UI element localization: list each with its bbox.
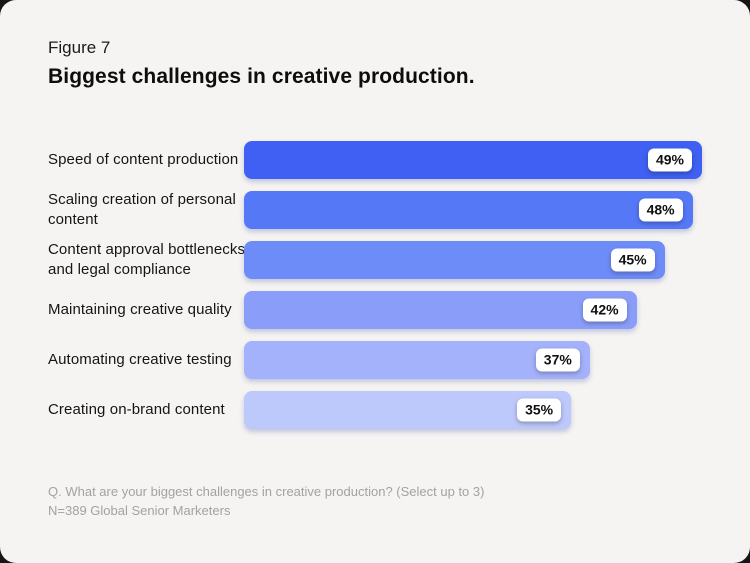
bar-track: 45%	[244, 241, 702, 279]
value-badge: 35%	[517, 398, 562, 422]
value-badge: 49%	[647, 148, 692, 172]
bar-rows: Speed of content production 49% Scaling …	[48, 135, 702, 435]
bar-label: Automating creative testing	[48, 351, 232, 368]
bar-label: Maintaining creative quality	[48, 301, 232, 318]
bar-track: 42%	[244, 291, 702, 329]
footnote-sample: N=389 Global Senior Marketers	[48, 503, 231, 518]
bar-chart: Speed of content production 49% Scaling …	[48, 135, 702, 435]
value-badge: 42%	[582, 298, 627, 322]
bar-row: Creating on-brand content 35%	[48, 385, 702, 435]
bar: 35%	[244, 391, 572, 429]
bar-label: Scaling creation of personal content	[48, 191, 236, 228]
bar: 42%	[244, 291, 637, 329]
chart-title: Biggest challenges in creative productio…	[48, 65, 475, 88]
bar-track: 48%	[244, 191, 702, 229]
chart-header: Figure 7 Biggest challenges in creative …	[48, 36, 475, 92]
bar-track: 37%	[244, 341, 702, 379]
bar-label: Content approval bottlenecks and legal c…	[48, 241, 246, 278]
bar: 45%	[244, 241, 665, 279]
bar-row: Speed of content production 49%	[48, 135, 702, 185]
bar: 49%	[244, 141, 702, 179]
chart-footnote: Q. What are your biggest challenges in c…	[48, 482, 484, 520]
value-badge: 48%	[638, 198, 683, 222]
figure-label: Figure 7	[48, 38, 111, 57]
footnote-question: Q. What are your biggest challenges in c…	[48, 484, 485, 499]
bar-row: Automating creative testing 37%	[48, 335, 702, 385]
bar-track: 49%	[244, 141, 702, 179]
bar-row: Scaling creation of personal content 48%	[48, 185, 702, 235]
value-badge: 37%	[535, 348, 580, 372]
bar-row: Maintaining creative quality 42%	[48, 285, 702, 335]
bar-track: 35%	[244, 391, 702, 429]
bar-row: Content approval bottlenecks and legal c…	[48, 235, 702, 285]
bar-label: Creating on-brand content	[48, 401, 225, 418]
bar: 48%	[244, 191, 693, 229]
bar-label: Speed of content production	[48, 151, 239, 168]
value-badge: 45%	[610, 248, 655, 272]
bar: 37%	[244, 341, 590, 379]
